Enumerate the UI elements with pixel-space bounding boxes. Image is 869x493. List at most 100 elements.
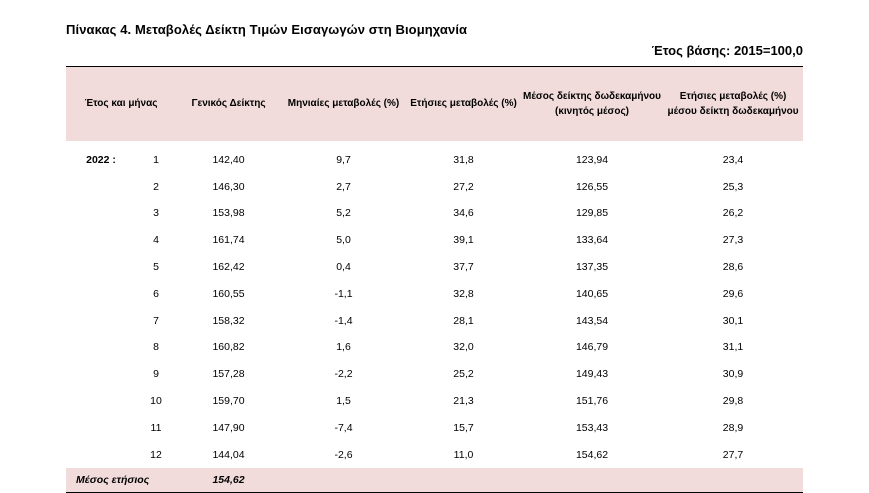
month-cell: 9 xyxy=(153,368,159,381)
annual-change-cell: 32,8 xyxy=(453,287,474,300)
avg12-change-cell: 26,2 xyxy=(722,207,744,220)
avg12-cell: 143,54 xyxy=(575,314,609,327)
month-cell: 7 xyxy=(153,314,159,327)
monthly-change-cell: -1,1 xyxy=(334,287,353,300)
annual-change-cell: 27,2 xyxy=(453,180,474,193)
footer-row: Μέσος ετήσιος 154,62 xyxy=(66,468,804,493)
table-row: 5 162,42 0,4 37,7 137,35 28,6 xyxy=(66,254,803,281)
table-row: 2022 : 1 142,40 9,7 31,8 123,94 23,4 xyxy=(66,141,803,174)
index-cell: 146,30 xyxy=(212,180,245,193)
year-cell xyxy=(66,441,136,468)
index-cell: 160,82 xyxy=(212,341,245,354)
index-cell: 153,98 xyxy=(212,207,245,220)
footer-empty-cell xyxy=(281,468,803,492)
avg12-change-cell: 30,9 xyxy=(722,368,744,381)
avg12-cell: 151,76 xyxy=(575,395,609,408)
annual-change-cell: 37,7 xyxy=(453,261,474,274)
index-cell: 160,55 xyxy=(212,287,245,300)
monthly-change-cell: 5,0 xyxy=(336,234,351,247)
header-row: Έτος και μήνας Γενικός Δείκτης Μηνιαίες … xyxy=(66,66,804,141)
annual-change-cell: 39,1 xyxy=(453,234,474,247)
avg12-change-cell: 29,6 xyxy=(722,287,744,300)
annual-change-cell: 15,7 xyxy=(453,421,474,434)
avg12-cell: 137,35 xyxy=(575,261,609,274)
month-cell: 11 xyxy=(150,421,162,434)
month-cell: 5 xyxy=(153,261,159,274)
table-row: 6 160,55 -1,1 32,8 140,65 29,6 xyxy=(66,280,803,307)
annual-change-cell: 32,0 xyxy=(453,341,474,354)
avg12-cell: 146,79 xyxy=(575,341,609,354)
monthly-change-cell: 0,4 xyxy=(336,261,351,274)
index-cell: 144,04 xyxy=(212,448,245,461)
table-row: 8 160,82 1,6 32,0 146,79 31,1 xyxy=(66,334,803,361)
avg12-change-cell: 28,9 xyxy=(722,421,744,434)
year-cell: 2022 : xyxy=(86,153,116,166)
year-cell xyxy=(66,334,136,361)
table-row: 2 146,30 2,7 27,2 126,55 25,3 xyxy=(66,173,803,200)
monthly-change-cell: 1,6 xyxy=(336,341,351,354)
monthly-change-cell: -2,6 xyxy=(334,448,353,461)
year-cell xyxy=(66,388,136,415)
month-cell: 8 xyxy=(153,341,159,354)
monthly-change-cell: -2,2 xyxy=(334,368,353,381)
index-cell: 161,74 xyxy=(212,234,245,247)
avg12-cell: 149,43 xyxy=(575,368,609,381)
index-cell: 142,40 xyxy=(212,153,245,166)
avg12-change-cell: 23,4 xyxy=(722,153,744,166)
avg12-change-cell: 27,7 xyxy=(722,448,744,461)
monthly-change-cell: 1,5 xyxy=(336,395,351,408)
header-period: Έτος και μήνας xyxy=(84,98,158,110)
month-cell: 6 xyxy=(153,287,159,300)
avg12-cell: 123,94 xyxy=(575,153,609,166)
year-cell xyxy=(66,361,136,388)
table-row: 7 158,32 -1,4 28,1 143,54 30,1 xyxy=(66,307,803,334)
avg12-change-cell: 28,6 xyxy=(722,261,744,274)
avg12-change-cell: 29,8 xyxy=(722,395,744,408)
annual-average-label: Μέσος ετήσιος xyxy=(76,473,150,486)
annual-change-cell: 25,2 xyxy=(453,368,474,381)
avg12-cell: 126,55 xyxy=(575,180,609,193)
month-cell: 2 xyxy=(153,180,159,193)
avg12-change-cell: 31,1 xyxy=(722,341,744,354)
avg12-change-cell: 25,3 xyxy=(722,180,744,193)
month-cell: 12 xyxy=(150,448,162,461)
month-cell: 10 xyxy=(150,395,162,408)
year-cell xyxy=(66,173,136,200)
table-row: 10 159,70 1,5 21,3 151,76 29,8 xyxy=(66,388,803,415)
year-cell xyxy=(66,200,136,227)
avg12-cell: 154,62 xyxy=(575,448,609,461)
year-cell xyxy=(66,280,136,307)
month-cell: 4 xyxy=(153,234,159,247)
annual-change-cell: 31,8 xyxy=(453,153,474,166)
avg12-change-cell: 27,3 xyxy=(722,234,744,247)
header-monthly-change: Μηνιαίες μεταβολές (%) xyxy=(287,98,400,110)
year-cell xyxy=(66,254,136,281)
table-row: 12 144,04 -2,6 11,0 154,62 27,7 xyxy=(66,441,803,468)
monthly-change-cell: 2,7 xyxy=(336,180,351,193)
annual-change-cell: 34,6 xyxy=(453,207,474,220)
index-cell: 157,28 xyxy=(212,368,245,381)
annual-change-cell: 28,1 xyxy=(453,314,474,327)
index-cell: 159,70 xyxy=(212,395,245,408)
table-title: Πίνακας 4. Μεταβολές Δείκτη Τιμών Εισαγω… xyxy=(66,22,468,37)
import-price-index-table: Έτος και μήνας Γενικός Δείκτης Μηνιαίες … xyxy=(66,66,804,493)
annual-change-cell: 21,3 xyxy=(453,395,474,408)
avg12-cell: 133,64 xyxy=(575,234,609,247)
avg12-cell: 153,43 xyxy=(575,421,609,434)
year-cell xyxy=(66,414,136,441)
base-year-note: Έτος βάσης: 2015=100,0 xyxy=(651,43,803,58)
monthly-change-cell: 9,7 xyxy=(336,153,351,166)
table-row: 3 153,98 5,2 34,6 129,85 26,2 xyxy=(66,200,803,227)
index-cell: 147,90 xyxy=(212,421,245,434)
header-12month-average: Μέσος δείκτης δωδεκαμήνου (κινητός μέσος… xyxy=(523,90,661,117)
header-12month-average-change: Ετήσιες μεταβολές (%) μέσου δείκτη δωδεκ… xyxy=(667,90,799,117)
table-row: 4 161,74 5,0 39,1 133,64 27,3 xyxy=(66,227,803,254)
header-annual-change: Ετήσιες μεταβολές (%) xyxy=(410,98,517,110)
avg12-change-cell: 30,1 xyxy=(722,314,744,327)
avg12-cell: 140,65 xyxy=(575,287,609,300)
monthly-change-cell: 5,2 xyxy=(336,207,351,220)
monthly-change-cell: -7,4 xyxy=(334,421,353,434)
year-cell xyxy=(66,227,136,254)
annual-change-cell: 11,0 xyxy=(453,448,474,461)
index-cell: 158,32 xyxy=(212,314,245,327)
